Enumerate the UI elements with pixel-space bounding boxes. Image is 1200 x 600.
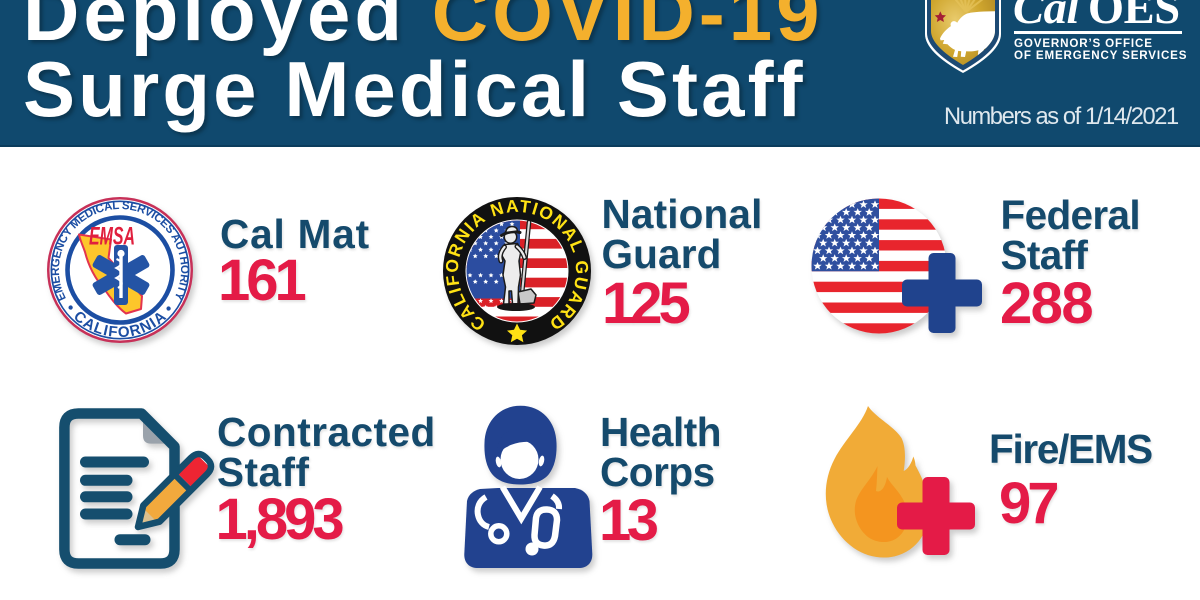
svg-text:EMSA: EMSA <box>89 223 135 251</box>
